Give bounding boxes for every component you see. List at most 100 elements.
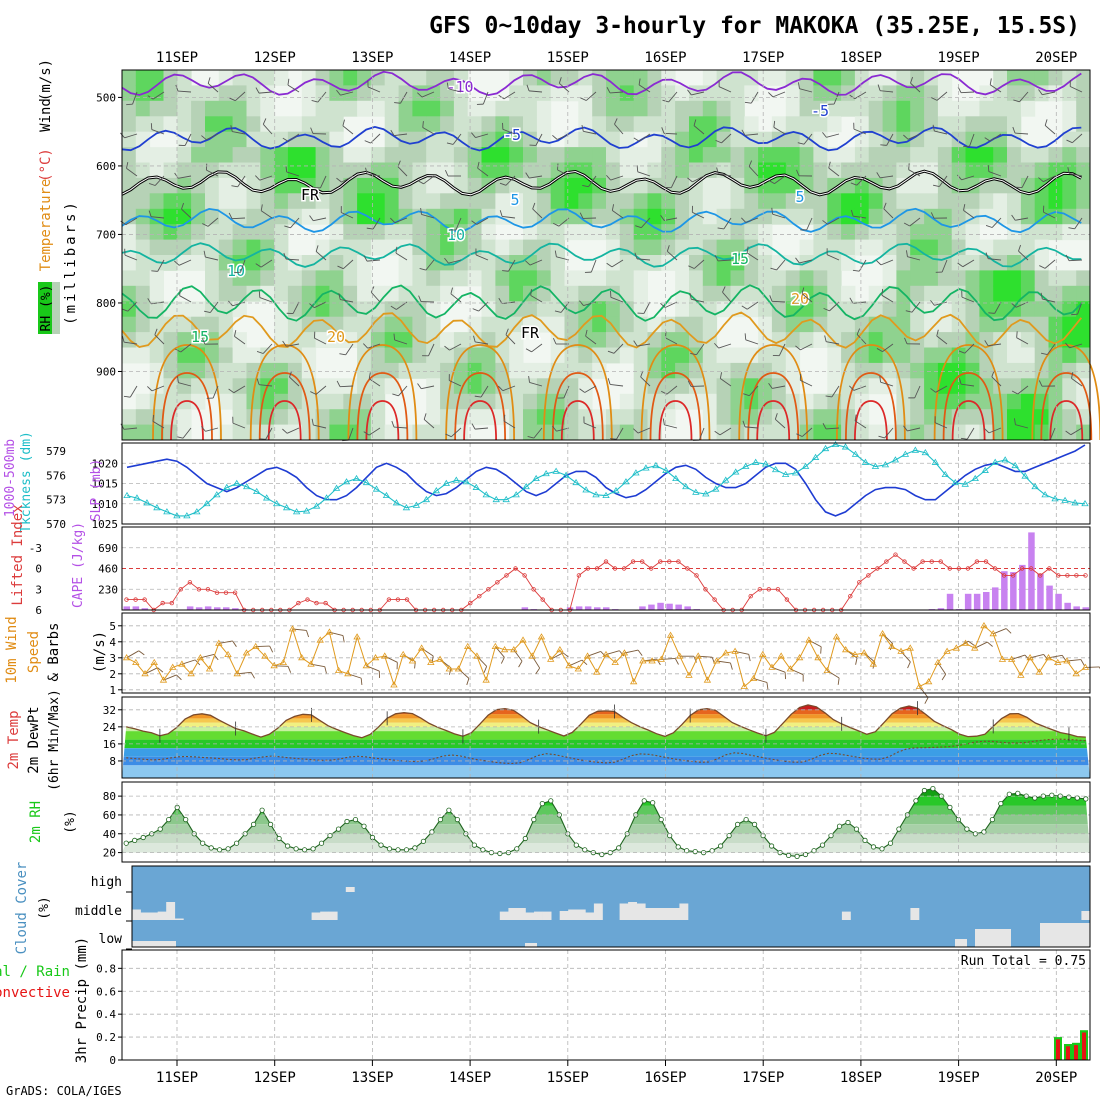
thickness-marker <box>1081 499 1089 507</box>
temp-contour <box>121 311 1083 349</box>
rh-cell <box>827 347 842 364</box>
barb-shaft <box>640 217 651 228</box>
rh-cell <box>785 70 801 86</box>
rh-cell <box>467 255 482 271</box>
thickness-line <box>126 444 1086 517</box>
barb-shaft <box>693 125 705 135</box>
rh-cell <box>813 301 828 318</box>
rh-cell <box>675 162 690 179</box>
cloud-middle-bar <box>542 911 552 920</box>
barb-shaft <box>178 382 192 387</box>
barb-flag <box>558 77 562 84</box>
rh-cell <box>813 70 828 86</box>
rh-cell <box>1020 70 1036 86</box>
wind-speed-marker <box>583 652 592 659</box>
barb-flag <box>800 229 807 231</box>
top-date-label: 18SEP <box>840 50 882 66</box>
rh2m-axis-label: 2m RH <box>28 801 44 843</box>
wind-barb <box>121 301 138 312</box>
barb-shaft <box>476 217 489 225</box>
rh-cell <box>246 239 261 256</box>
rh-cell <box>619 316 635 333</box>
rh-cell <box>481 147 496 163</box>
warm-contour <box>1031 344 1100 441</box>
thickness-tick-label: 579 <box>46 445 66 458</box>
rh-cell <box>965 285 980 302</box>
rh-cell <box>882 255 897 271</box>
rh-cell <box>426 270 441 287</box>
rh-cell <box>426 177 441 194</box>
barb-shaft <box>989 84 1002 93</box>
barb-flag <box>473 335 476 343</box>
barb-shaft <box>532 208 543 219</box>
wind-speed-marker <box>307 660 315 667</box>
barb-flag <box>449 229 456 231</box>
wind-barb <box>718 80 732 93</box>
barb-flag <box>661 127 665 134</box>
barb-flag <box>124 248 126 256</box>
rh-cell <box>218 131 234 148</box>
rh-cell <box>910 70 925 86</box>
barb-shaft <box>610 296 624 303</box>
rh-cell <box>854 347 870 364</box>
rh-cell <box>606 316 621 333</box>
rh-cell <box>412 224 427 241</box>
rh-cell <box>647 147 662 163</box>
barb-shaft <box>126 167 138 177</box>
barb-shaft <box>207 83 219 93</box>
lifted-index-marker <box>694 573 699 578</box>
lifted-index-marker <box>938 559 943 564</box>
barb-shaft <box>643 301 651 314</box>
wind-barb <box>286 301 300 315</box>
barb-shaft <box>583 130 597 135</box>
rh-cell <box>260 362 275 379</box>
rh-cell <box>675 362 690 379</box>
wind-barb <box>876 172 894 179</box>
wind-barb <box>827 670 840 685</box>
wind-barb <box>311 418 327 429</box>
wind-speed-marker <box>1063 657 1071 664</box>
rh-cell <box>453 393 469 410</box>
rh-cell <box>647 393 662 410</box>
barb-shaft <box>775 418 786 429</box>
barb-shaft <box>345 343 354 356</box>
wind-speed-marker <box>860 649 868 656</box>
rh-cell <box>633 224 648 241</box>
barb-flag <box>150 123 153 130</box>
barb-shaft <box>342 125 354 135</box>
barb-shaft <box>179 295 192 303</box>
rh-cell <box>965 316 980 333</box>
rh-cell <box>523 316 538 333</box>
rh-marker <box>819 842 826 848</box>
top-date-label: 15SEP <box>547 50 589 66</box>
rh-cell <box>550 316 565 333</box>
barb-shaft <box>233 385 246 394</box>
rh-cell <box>924 270 939 287</box>
barb-shaft <box>315 385 327 395</box>
barb-flag <box>744 333 747 340</box>
wind-speed-marker <box>841 646 850 653</box>
rh-cell <box>606 147 621 163</box>
wind-speed-marker <box>980 622 988 629</box>
barb-flag <box>906 250 908 257</box>
rh-cell <box>163 147 178 163</box>
rh-cell <box>149 162 164 179</box>
rh-cell <box>426 193 441 210</box>
wind-barb <box>878 427 894 439</box>
rh-cell <box>661 85 676 102</box>
rh-cell <box>730 193 745 210</box>
thickness-marker <box>821 444 830 452</box>
rh-cell <box>965 409 980 426</box>
thickness-marker <box>432 487 441 494</box>
barb-shaft <box>806 217 813 231</box>
rh-cell <box>370 85 386 102</box>
rh-cell <box>1034 224 1049 241</box>
barb-flag <box>714 342 719 349</box>
wind-barb <box>880 133 894 146</box>
barb-shaft <box>425 259 435 271</box>
barb-shaft <box>292 301 300 314</box>
barb-shaft <box>163 674 177 681</box>
rh-cell <box>343 285 358 302</box>
barb-flag <box>903 222 910 227</box>
rh-cell <box>370 70 386 86</box>
